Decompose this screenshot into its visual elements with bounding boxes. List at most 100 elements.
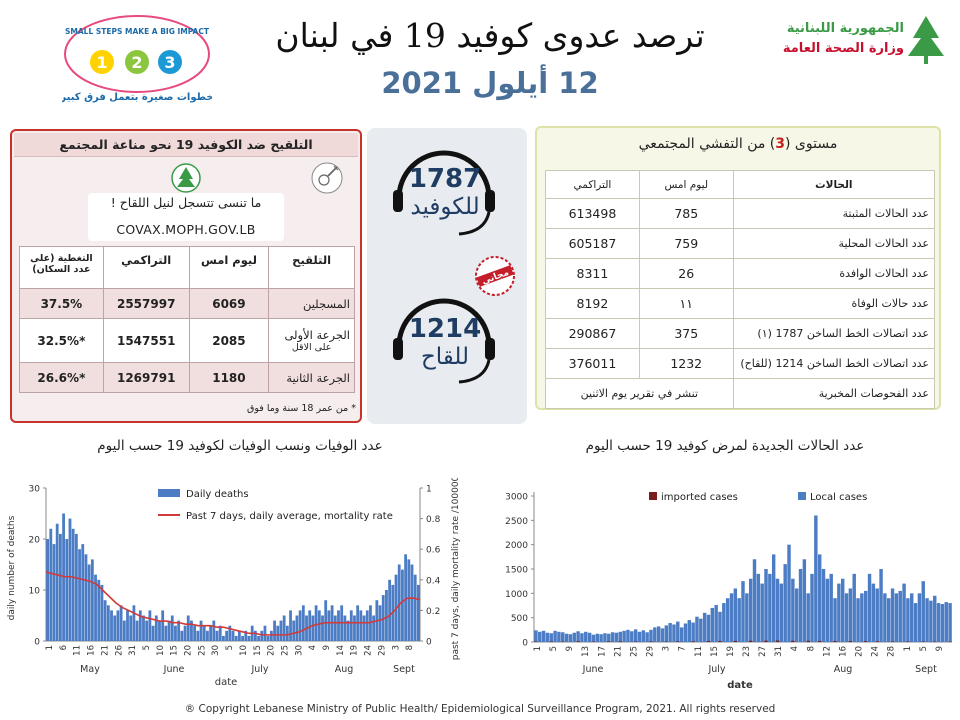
cases-row-label: عدد حالات الوفاة xyxy=(732,288,936,319)
imported-case-bar xyxy=(649,641,653,642)
deaths-ylabel-right: past 7 days, daily mortality rate /10000… xyxy=(451,478,461,660)
ministry-line1: الجمهورية اللبنانية xyxy=(787,21,904,36)
local-case-bar xyxy=(737,598,741,642)
month-label: July xyxy=(250,664,268,675)
imported-case-bar xyxy=(576,641,580,642)
local-case-bar xyxy=(607,633,611,642)
x-tick-label: 30 xyxy=(211,645,221,656)
legend-label-imported-cases: imported cases xyxy=(661,492,738,503)
cases-xlabel: date xyxy=(727,680,753,691)
local-case-bar xyxy=(760,583,764,642)
death-bar xyxy=(46,539,49,641)
cases-row-cumulative: 8192 xyxy=(545,288,640,319)
vax-row-cumulative: 1269791 xyxy=(102,362,190,393)
campaign-number-1: 1 xyxy=(96,53,107,72)
local-case-bar xyxy=(687,620,692,642)
x-tick-label: 20 xyxy=(184,645,194,656)
x-tick-label: 30 xyxy=(294,645,304,656)
death-bar xyxy=(218,625,222,641)
y2-tick-label: 0.4 xyxy=(426,576,441,586)
x-tick-label: 24 xyxy=(364,645,374,656)
legend-label-daily-deaths: Daily deaths xyxy=(186,489,249,500)
y-tick-label: 30 xyxy=(29,485,41,495)
imported-case-bar xyxy=(691,641,695,642)
deaths-legend: Daily deaths Past 7 days, daily average,… xyxy=(158,489,393,522)
death-bar xyxy=(237,630,241,641)
local-case-bar xyxy=(752,559,757,642)
death-bar xyxy=(317,610,321,641)
death-bar xyxy=(385,590,388,641)
death-bar xyxy=(333,615,337,641)
death-bar xyxy=(324,600,328,641)
local-case-bar xyxy=(906,598,910,642)
legend-swatch-imported-cases xyxy=(649,492,657,500)
vaccine-hotline-label: للقاح xyxy=(420,344,470,370)
death-bar xyxy=(174,625,177,641)
local-case-bar xyxy=(630,631,634,642)
x-tick-label: 28 xyxy=(887,646,897,657)
vax-header-type: التلقيح xyxy=(268,246,355,289)
x-tick-label: 16 xyxy=(839,646,849,657)
death-bar xyxy=(122,620,126,641)
death-bar xyxy=(257,635,260,641)
local-case-bar xyxy=(829,573,833,642)
campaign-banner: SMALL STEPS MAKE A BIG IMPACT xyxy=(65,27,210,36)
cedar-badge-icon xyxy=(168,163,204,193)
covid-hotline-label: للكوفيد xyxy=(410,194,480,220)
vax-header-coverage: التغطية (على عدد السكان) xyxy=(19,246,104,289)
month-label: Aug xyxy=(834,664,853,675)
local-case-bar xyxy=(933,595,937,642)
death-bar xyxy=(186,615,190,641)
y-tick-label: 2500 xyxy=(505,517,528,527)
death-bar xyxy=(74,533,78,641)
local-case-bar xyxy=(576,631,580,642)
table-row: عدد الحالات المحلية 759 605187 xyxy=(545,228,936,259)
death-bar xyxy=(282,615,286,641)
y2-tick-label: 0.6 xyxy=(426,546,441,556)
vax-row-coverage: *26.6% xyxy=(19,362,104,393)
lab-tests-note: تنشر في تقرير يوم الاثنين xyxy=(545,378,734,409)
local-case-bar xyxy=(756,573,761,642)
local-case-bar xyxy=(718,611,722,642)
death-bar xyxy=(378,605,382,641)
local-case-bar xyxy=(649,629,653,642)
death-bar xyxy=(212,620,216,641)
death-bar xyxy=(295,615,299,641)
x-tick-label: 4 xyxy=(308,645,318,650)
local-case-bar xyxy=(764,569,768,642)
death-bar xyxy=(279,620,283,641)
death-bar xyxy=(404,554,408,641)
cases-row-cumulative: 605187 xyxy=(545,228,640,259)
x-tick-label: 25 xyxy=(197,645,207,656)
death-bar xyxy=(407,559,411,641)
death-bar xyxy=(202,625,206,641)
campaign-logo: SMALL STEPS MAKE A BIG IMPACT 1 2 3 خطوا… xyxy=(59,14,214,106)
spread-title-suffix: ) من التفشي المجتمعي xyxy=(638,136,776,152)
local-case-bar xyxy=(940,604,945,642)
covax-url-link[interactable]: COVAX.MOPH.GOV.LB xyxy=(116,222,256,237)
death-bar xyxy=(353,615,356,641)
x-tick-label: 10 xyxy=(156,645,166,656)
local-case-bar xyxy=(633,629,638,642)
death-bar xyxy=(199,620,203,641)
vax-row-yesterday: 6069 xyxy=(188,288,270,319)
imported-case-bar xyxy=(875,641,879,642)
vax-row-yesterday: 1180 xyxy=(188,362,270,393)
death-bar xyxy=(81,544,85,641)
imported-case-bar xyxy=(791,640,795,642)
local-case-bar xyxy=(699,618,703,642)
local-case-bar xyxy=(879,569,883,642)
local-case-bar xyxy=(794,588,799,642)
vaccination-footnote: * من عمر 18 سنة وما فوق xyxy=(246,403,356,414)
death-bar xyxy=(241,635,244,641)
vax-row-label: المسجلين xyxy=(268,288,355,319)
local-case-bar xyxy=(902,583,906,642)
headset-icon xyxy=(389,290,499,390)
local-case-bar xyxy=(802,559,807,642)
vax-row-yesterday: 2085 xyxy=(188,318,270,363)
local-case-bar xyxy=(936,603,941,642)
death-bar xyxy=(177,620,181,641)
death-bar xyxy=(170,615,174,641)
local-case-bar xyxy=(695,616,699,642)
imported-case-bar xyxy=(549,641,553,642)
